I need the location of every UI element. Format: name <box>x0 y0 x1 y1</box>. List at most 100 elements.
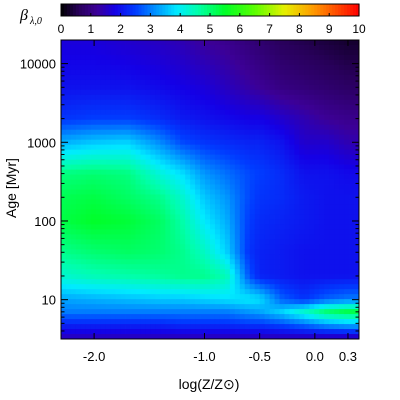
heatmap-cell <box>175 184 181 190</box>
heatmap-cell <box>259 214 266 220</box>
heatmap-cell <box>150 164 156 170</box>
heatmap-cell <box>344 134 350 141</box>
heatmap-cell <box>279 164 285 170</box>
heatmap-cell <box>170 269 176 275</box>
heatmap-cell <box>354 154 360 160</box>
heatmap-cell <box>259 104 266 111</box>
heatmap-cell <box>120 104 126 111</box>
heatmap-cell <box>219 239 226 245</box>
heatmap-cell <box>140 139 146 146</box>
heatmap-cell <box>160 54 166 61</box>
heatmap-cell <box>329 174 335 180</box>
heatmap-cell <box>309 84 315 91</box>
heatmap-cell <box>170 99 176 106</box>
heatmap-cell <box>61 169 67 175</box>
heatmap-cell <box>274 159 280 165</box>
heatmap-cell <box>274 304 280 310</box>
heatmap-cell <box>314 244 320 250</box>
heatmap-cell <box>344 69 350 76</box>
heatmap-cell <box>294 274 300 280</box>
heatmap-cell <box>349 154 355 160</box>
heatmap-cell <box>289 94 295 101</box>
heatmap-cell <box>205 49 211 56</box>
heatmap-cell <box>65 249 72 255</box>
heatmap-cell <box>155 74 161 81</box>
heatmap-cell <box>110 79 117 86</box>
heatmap-cell <box>339 204 345 210</box>
heatmap-cell <box>264 189 270 195</box>
heatmap-cell <box>264 154 270 160</box>
heatmap-cell <box>354 334 360 340</box>
heatmap-cell <box>180 54 186 61</box>
heatmap-cell <box>324 324 330 330</box>
heatmap-cell <box>324 89 330 96</box>
heatmap-cell <box>135 314 141 320</box>
heatmap-cell <box>269 264 275 270</box>
heatmap-cell <box>284 229 290 235</box>
heatmap-cell <box>269 214 275 220</box>
heatmap-cell <box>100 69 107 76</box>
heatmap-cell <box>314 159 320 165</box>
heatmap-cell <box>75 154 82 160</box>
heatmap-cell <box>224 309 231 315</box>
heatmap-cell <box>210 40 216 46</box>
heatmap-cell <box>200 209 206 215</box>
heatmap-cell <box>304 289 310 295</box>
heatmap-cell <box>224 159 231 165</box>
heatmap-cell <box>170 179 176 185</box>
heatmap-cell <box>165 234 171 240</box>
heatmap-cell <box>105 334 112 340</box>
y-tick-label: 10 <box>42 293 56 308</box>
heatmap-cell <box>170 129 176 136</box>
heatmap-cell <box>239 49 246 56</box>
heatmap-cell <box>234 89 241 96</box>
heatmap-cell <box>145 59 151 66</box>
heatmap-cell <box>155 104 161 111</box>
heatmap-cell <box>130 114 136 121</box>
heatmap-cell <box>90 194 97 200</box>
heatmap-cell <box>224 69 231 76</box>
heatmap-cell <box>155 219 161 225</box>
heatmap-cell <box>115 324 121 330</box>
heatmap-cell <box>259 229 266 235</box>
heatmap-cell <box>95 184 102 190</box>
heatmap-cell <box>190 254 196 260</box>
heatmap-cell <box>90 44 97 51</box>
heatmap-cell <box>284 204 290 210</box>
heatmap-cell <box>180 284 186 290</box>
heatmap-cell <box>299 109 305 116</box>
heatmap-cell <box>175 264 181 270</box>
heatmap-cell <box>110 114 117 121</box>
heatmap-cell <box>90 239 97 245</box>
heatmap-cell <box>224 219 231 225</box>
heatmap-cell <box>115 189 121 195</box>
heatmap-cell <box>304 279 310 285</box>
heatmap-cell <box>294 264 300 270</box>
heatmap-cell <box>219 264 226 270</box>
heatmap-cell <box>105 79 112 86</box>
heatmap-cell <box>269 284 275 290</box>
heatmap-cell <box>165 79 171 86</box>
heatmap-cell <box>200 169 206 175</box>
heatmap-cell <box>284 219 290 225</box>
heatmap-cell <box>314 149 320 156</box>
heatmap-cell <box>304 169 310 175</box>
heatmap-cell <box>61 174 67 180</box>
heatmap-cell <box>95 329 102 335</box>
heatmap-cell <box>254 69 261 76</box>
heatmap-cell <box>274 209 280 215</box>
heatmap-cell <box>140 109 146 116</box>
heatmap-cell <box>115 319 121 325</box>
heatmap-cell <box>304 139 310 146</box>
heatmap-cell <box>190 194 196 200</box>
heatmap-cell <box>110 269 117 275</box>
heatmap-cell <box>75 259 82 265</box>
heatmap-cell <box>120 84 126 91</box>
heatmap-cell <box>234 149 241 156</box>
heatmap-cell <box>274 164 280 170</box>
heatmap-cell <box>314 84 320 91</box>
heatmap-cell <box>354 134 360 141</box>
heatmap-cell <box>299 89 305 96</box>
heatmap-cell <box>239 329 246 335</box>
heatmap-cell <box>65 169 72 175</box>
